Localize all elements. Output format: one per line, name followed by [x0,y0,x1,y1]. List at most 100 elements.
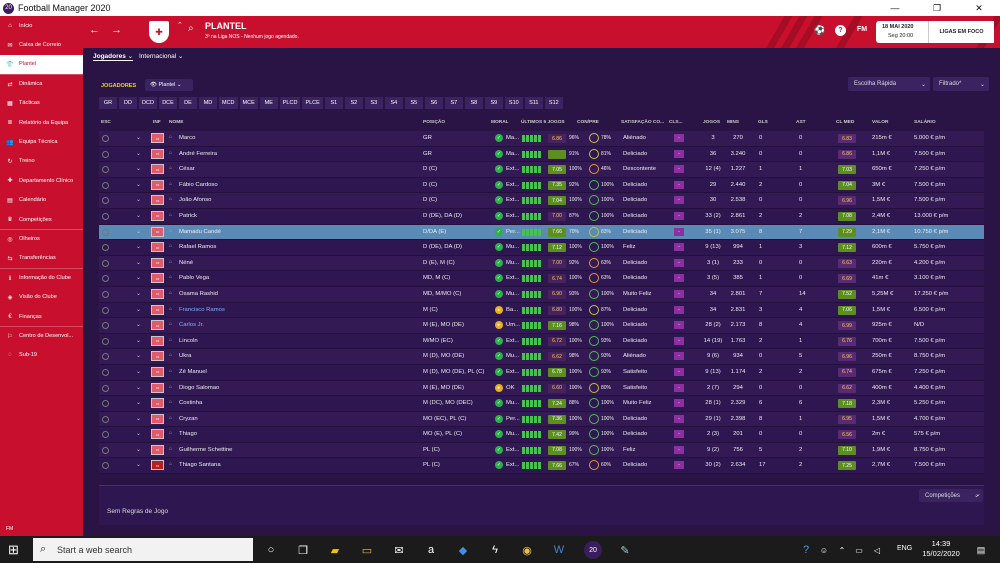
position-tab[interactable]: DE [179,97,197,109]
position-tab[interactable]: PLCD [279,97,301,109]
table-row[interactable]: ⌄ ▭ ⌂ Francisco Ramos M (C) ▸ Ba... 6.80 100% 87%… [99,302,984,319]
player-info-icon[interactable]: ▭ [151,413,164,424]
task-view-icon[interactable]: ❐ [298,544,308,557]
sidebar-item-8[interactable]: ✚ Departamento Clínico [0,171,83,190]
player-name[interactable]: Cryzan [179,415,198,422]
football-manager-icon[interactable]: 20 [584,541,602,559]
player-name[interactable]: Marco [179,135,196,141]
table-row[interactable]: ⌄ ▭ ⌂ Costinha M (DC), MO (DEC) ✓ Mu... 7.24 88%… [99,396,984,412]
col-salario[interactable]: SALÁRIO [914,120,936,125]
col-nome[interactable]: NOME [169,120,184,125]
player-name[interactable]: Francisco Ramos [179,306,225,313]
player-info-icon[interactable]: ▭ [151,179,164,190]
select-radio[interactable] [102,275,109,283]
col-satisfacao[interactable]: SATISFAÇÃO CO... [621,120,665,125]
competitions-dropdown[interactable]: Competições ⌄ [919,489,983,502]
position-tab[interactable]: S3 [364,97,383,109]
select-radio[interactable] [102,431,109,439]
windows-start-icon[interactable]: ⊞ [8,542,19,557]
people-icon[interactable]: ☺ [819,545,829,555]
col-esc[interactable]: ESC [101,120,111,125]
select-radio[interactable] [102,290,109,298]
col-valor[interactable]: VALOR [872,120,889,125]
sidebar-item-1[interactable]: ✉ Caixa de Correio [0,35,83,54]
col-moral[interactable]: MORAL [491,120,509,125]
select-radio[interactable] [102,166,109,174]
table-row[interactable]: ⌄ ▭ ⌂ Carlos Jr. M (E), MO (DE) ▸ Um... 7.16 98%… [99,318,984,334]
player-info-icon[interactable]: ▭ [151,460,164,471]
col-posicao[interactable]: POSIÇÃO [423,120,446,125]
squad-view-select[interactable]: 👁 Plantel ⌄ [145,79,193,91]
sidebar-item-3[interactable]: ⇄ Dinâmica [0,74,83,93]
player-info-icon[interactable]: ▭ [151,351,164,362]
select-radio[interactable] [102,322,109,330]
sidebar-item-7[interactable]: ↻ Treino [0,152,83,171]
col-ultimos[interactable]: ÚLTIMOS 5 JOGOS [521,120,565,125]
player-info-icon[interactable]: ▭ [151,320,164,331]
player-info-icon[interactable]: ▭ [151,444,164,455]
collapse-chevron-icon[interactable]: ⌄ [975,491,981,498]
position-tab[interactable]: S9 [484,97,503,109]
chevron-down-icon[interactable]: ⌄ [136,228,142,235]
table-row[interactable]: ⌄ ▭ ⌂ André Ferreira GR ✓ Ma... 91% 81% Deliciado… [99,146,984,163]
player-info-icon[interactable]: ▭ [151,257,164,268]
position-tab[interactable]: GR [99,97,117,109]
sidebar-item-12[interactable]: ⇆ Transferências [0,249,83,268]
player-name[interactable]: Mamadu Candé [179,228,221,235]
position-tab[interactable]: S8 [464,97,483,109]
sidebar-item-6[interactable]: 👥 Equipa Técnica [0,132,83,151]
player-info-icon[interactable]: ▭ [151,242,164,253]
player-name[interactable]: Thiago Santana [179,462,221,469]
paint-icon[interactable]: ✎ [620,544,630,557]
focus-leagues-button[interactable]: LIGAS EM FOCO [928,21,994,43]
position-tab[interactable]: DCD [139,97,157,109]
select-radio[interactable] [102,384,109,392]
col-mins[interactable]: MINS [727,120,739,125]
table-row[interactable]: ⌄ ▭ ⌂ Thiago Santana PL (C) ✓ Ext... 7.66 67% 60%… [99,458,984,475]
chevron-down-icon[interactable]: ⌄ [136,150,142,157]
chevron-down-icon[interactable]: ⌄ [136,415,142,422]
back-arrow-icon[interactable]: ← [89,24,100,36]
position-tab[interactable]: DCE [159,97,177,109]
player-info-icon[interactable]: ▭ [151,429,164,440]
player-name[interactable]: Guilherme Schettine [179,446,233,453]
select-radio[interactable] [102,415,109,423]
dropbox-icon[interactable]: ◆ [458,544,468,557]
col-con[interactable]: CON/PRE [577,120,599,125]
table-row[interactable]: ⌄ ▭ ⌂ João Afonso D (C) ✓ Ext... 7.04 100% 100% De… [99,193,984,209]
table-row[interactable]: ⌄ ▭ ⌂ Néné D (E), M (C) ✓ Mu... 7.00 92% 63% Delic… [99,255,984,272]
system-clock[interactable]: 14:39 15/02/2020 [918,539,964,559]
sidebar-item-0[interactable]: ⌂ Início [0,16,83,35]
player-name[interactable]: Patrick [179,212,198,219]
select-radio[interactable] [102,197,109,205]
tab-jogadores[interactable]: Jogadores ⌄ [93,53,134,61]
sidebar-item-5[interactable]: ≣ Relatório da Equipa [0,113,83,132]
quick-pick-dropdown[interactable]: Escolha Rápida ⌄ [848,77,930,91]
player-info-icon[interactable]: ▭ [151,195,164,206]
player-name[interactable]: Osama Rashid [179,290,218,297]
select-radio[interactable] [102,135,109,142]
select-radio[interactable] [102,244,109,252]
network-icon[interactable]: ▭ [855,545,863,555]
table-row[interactable]: ⌄ ▭ ⌂ César D (C) ✓ Ext... 7.05 100% 46% Desconten… [99,162,984,178]
position-tab[interactable]: S4 [384,97,403,109]
col-ast[interactable]: AST [796,120,806,125]
position-tab[interactable]: ME [259,97,278,109]
volume-icon[interactable]: ◁ [873,545,881,555]
sticky-notes-icon[interactable]: ▰ [330,544,340,557]
player-name[interactable]: César [179,166,195,173]
position-tab[interactable]: S5 [404,97,423,109]
position-tab[interactable]: MD [199,97,217,109]
table-row[interactable]: ⌄ ▭ ⌂ Patrick D (DE), DA (D) ✓ Ext... 7.00 87% 10… [99,208,984,225]
sidebar-item-4[interactable]: ▦ Tácticas [0,94,83,113]
chevron-down-icon[interactable]: ⌄ [136,166,142,173]
fm-menu-button[interactable]: FM [857,26,868,33]
chevron-down-icon[interactable]: ⌄ [136,290,142,297]
select-radio[interactable] [102,368,109,376]
position-tab[interactable]: MCE [239,97,258,109]
continue-panel[interactable]: 18 MAI 2020 Seg 20:00 LIGAS EM FOCO [876,21,994,43]
tab-internacional[interactable]: Internacional ⌄ [139,53,184,60]
chevron-down-icon[interactable]: ⌄ [136,446,142,453]
table-row[interactable]: ⌄ ▭ ⌂ Rafael Ramos D (DE), DA (D) ✓ Mu... 7.12 1… [99,240,984,256]
minimize-button[interactable]: — [890,3,900,13]
